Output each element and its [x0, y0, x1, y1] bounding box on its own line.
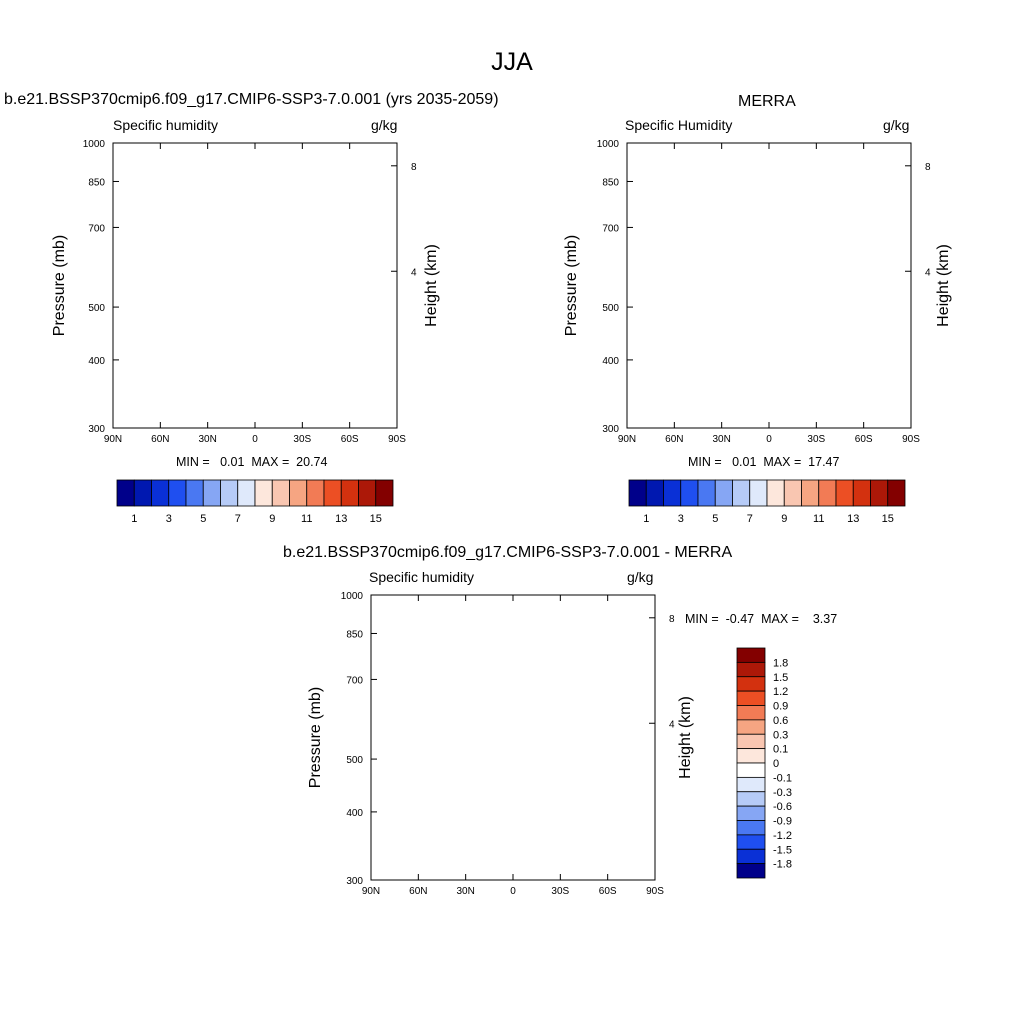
x-tick-label: 60N	[151, 434, 169, 445]
y-tick-label: 400	[602, 356, 619, 367]
panel-1-right-string: g/kg	[371, 117, 398, 133]
y-tick-label: 300	[602, 424, 619, 435]
y-tick-label: 500	[602, 303, 619, 314]
panel-1-ylabel: Pressure (mb)	[51, 235, 68, 336]
x-tick-label: 60S	[855, 434, 873, 445]
x-tick-label: 30N	[712, 434, 730, 445]
x-tick-label: 0	[252, 434, 258, 445]
y2-tick-label: 8	[411, 162, 417, 173]
y-tick-label: 500	[88, 303, 105, 314]
x-tick-label: 30N	[198, 434, 216, 445]
panel-1-y2label: Height (km)	[423, 244, 440, 327]
panel-2-frame	[626, 142, 912, 429]
panel-1-title: b.e21.BSSP370cmip6.f09_g17.CMIP6-SSP3-7.…	[4, 91, 499, 108]
x-tick-label: 90S	[902, 434, 920, 445]
x-tick-label: 60S	[341, 434, 359, 445]
x-tick-label: 90S	[388, 434, 406, 445]
y-tick-label: 400	[88, 356, 105, 367]
x-tick-label: 90N	[618, 434, 636, 445]
x-tick-label: 60N	[665, 434, 683, 445]
panel-2-ylabel: Pressure (mb)	[563, 235, 580, 336]
x-tick-label: 90N	[104, 434, 122, 445]
y-tick-label: 300	[88, 424, 105, 435]
y-tick-label: 700	[88, 223, 105, 234]
panel-1-frame	[112, 142, 398, 429]
x-tick-label: 0	[766, 434, 772, 445]
x-tick-label: 30S	[807, 434, 825, 445]
x-tick-label: 30S	[293, 434, 311, 445]
y-tick-label: 850	[602, 177, 619, 188]
y2-tick-label: 8	[925, 162, 931, 173]
panel-2-y2label: Height (km)	[935, 244, 952, 327]
y2-tick-label: 4	[925, 267, 931, 278]
y-tick-label: 1000	[597, 139, 620, 150]
y2-tick-label: 4	[411, 267, 417, 278]
y-tick-label: 850	[88, 177, 105, 188]
figure-suptitle: JJA	[491, 48, 533, 76]
panel-1-left-string: Specific humidity	[113, 117, 219, 133]
y-tick-label: 700	[602, 223, 619, 234]
panel-1-missing-region	[334, 398, 392, 428]
panel-2-missing-region	[848, 398, 906, 428]
y-tick-label: 1000	[83, 139, 106, 150]
